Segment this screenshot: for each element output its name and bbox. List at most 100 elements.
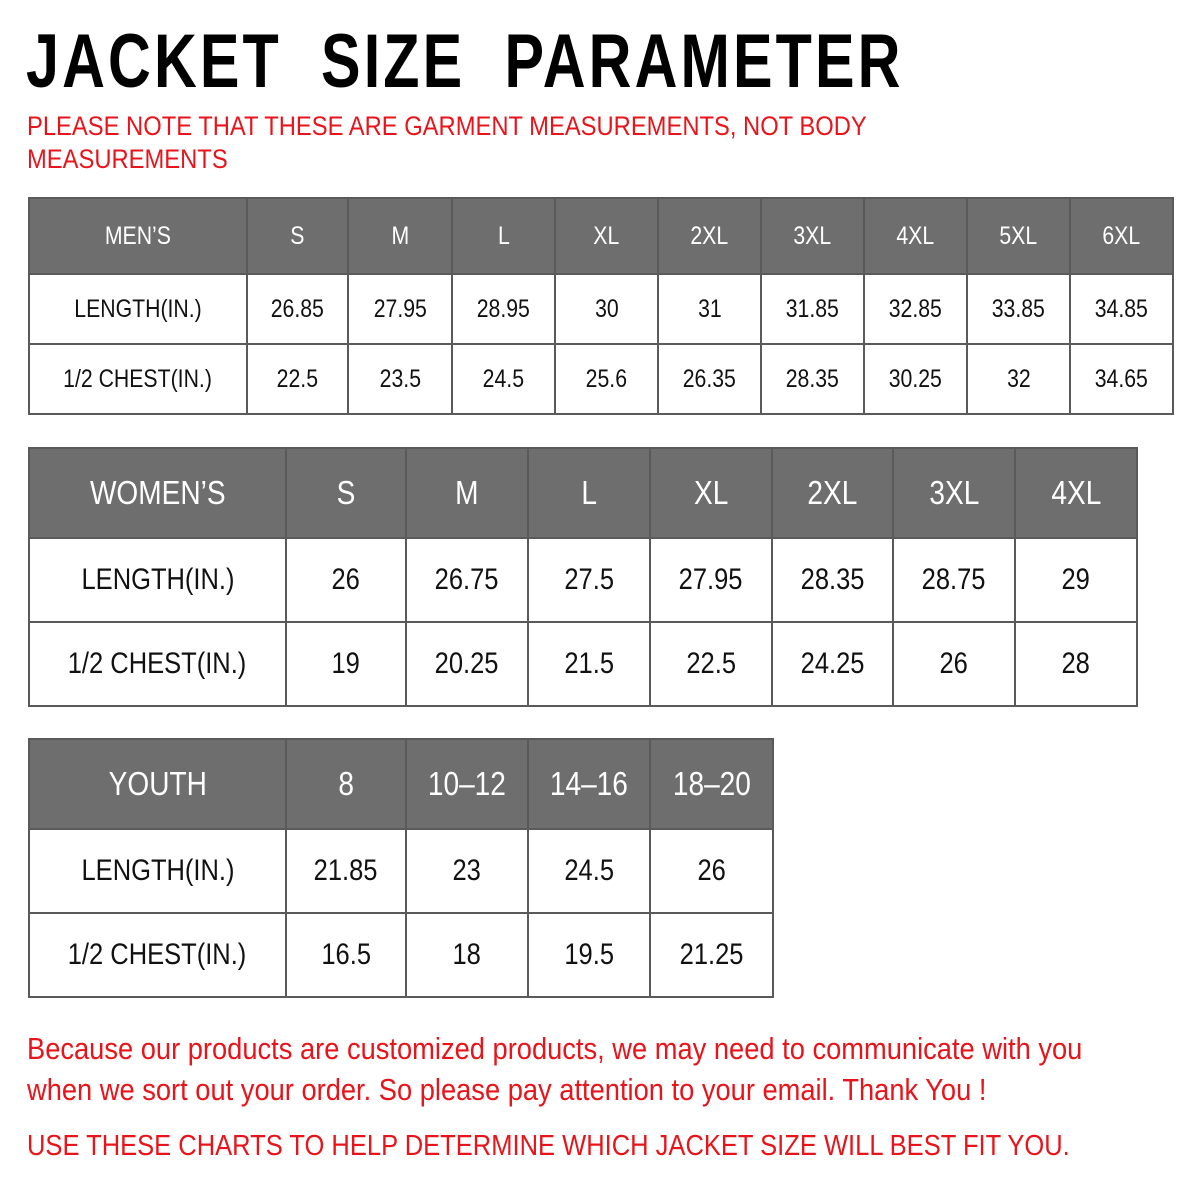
cell-text: 21.25 <box>679 938 744 971</box>
measurement-cell: 30 <box>554 273 659 345</box>
size-header: 4XL <box>863 197 968 275</box>
row-label: LENGTH(IN.) <box>28 537 287 623</box>
cell-text: 18–20 <box>672 765 751 802</box>
category-header: WOMEN’S <box>28 447 287 539</box>
row-label: LENGTH(IN.) <box>28 828 287 914</box>
cell-text: 6XL <box>1102 221 1141 250</box>
table-row: LENGTH(IN.) 26 26.75 27.5 27.95 28.35 28.75 29 <box>28 537 1138 623</box>
cell-text: 16.5 <box>321 938 371 971</box>
size-header: 8 <box>285 738 407 830</box>
cell-text: 8 <box>338 765 354 802</box>
size-header: 3XL <box>892 447 1016 539</box>
size-header: S <box>285 447 407 539</box>
cell-text: 18 <box>452 938 482 971</box>
cell-text: 4XL <box>1051 474 1101 511</box>
measurement-cell: 16.5 <box>285 912 407 998</box>
cell-text: 33.85 <box>991 294 1046 323</box>
header-row: MEN’S S M L XL 2XL 3XL 4XL 5XL 6XL <box>28 197 1174 275</box>
measurement-cell: 20.25 <box>405 621 529 707</box>
cell-text: 21.85 <box>314 854 378 887</box>
size-header: XL <box>649 447 773 539</box>
measurement-cell: 28.35 <box>771 537 894 623</box>
cell-text: 28.95 <box>476 294 531 323</box>
cell-text: 27.95 <box>679 563 743 596</box>
cell-text: 28.35 <box>800 563 865 596</box>
measurement-cell: 34.85 <box>1069 273 1174 345</box>
measurement-cell: 26.85 <box>246 273 349 345</box>
measurement-cell: 19 <box>285 621 407 707</box>
measurement-cell: 26 <box>285 537 407 623</box>
cell-text: 1/2 CHEST(IN.) <box>68 938 247 971</box>
cell-text: 26 <box>331 563 361 596</box>
cell-text: 27.5 <box>564 563 614 596</box>
measurement-cell: 27.5 <box>527 537 651 623</box>
cell-text: 14–16 <box>549 765 628 802</box>
cell-text: L <box>581 474 597 511</box>
size-header: 18–20 <box>649 738 774 830</box>
cell-text: 24.5 <box>482 364 525 393</box>
table-row: LENGTH(IN.) 26.85 27.95 28.95 30 31 31.85 32.85… <box>28 273 1174 345</box>
youth-size-table: YOUTH 8 10–12 14–16 18–20 LENGTH(IN.) 21.85 23 2… <box>28 738 774 998</box>
measurement-cell: 32.85 <box>863 273 968 345</box>
measurement-cell: 24.5 <box>451 343 556 415</box>
measurement-cell: 22.5 <box>246 343 349 415</box>
row-label: 1/2 CHEST(IN.) <box>28 343 248 415</box>
cell-text: 32.85 <box>888 294 943 323</box>
cell-text: 1/2 CHEST(IN.) <box>68 647 247 680</box>
measurement-cell: 24.25 <box>771 621 894 707</box>
measurement-cell: 27.95 <box>649 537 773 623</box>
size-header: XL <box>554 197 659 275</box>
cell-text: 23.5 <box>379 364 421 393</box>
category-header: MEN’S <box>28 197 248 275</box>
cell-text: 27.95 <box>373 294 427 323</box>
cell-text: 4XL <box>896 221 935 250</box>
cell-text: 30 <box>594 294 619 323</box>
row-label: 1/2 CHEST(IN.) <box>28 912 287 998</box>
measurement-cell: 28.35 <box>760 343 865 415</box>
cell-text: YOUTH <box>108 765 207 802</box>
measurement-cell: 29 <box>1014 537 1138 623</box>
cell-text: 29 <box>1061 563 1091 596</box>
cell-text: 3XL <box>793 221 832 250</box>
footer-note: USE THESE CHARTS TO HELP DETERMINE WHICH… <box>27 1130 1070 1162</box>
measurement-cell: 30.25 <box>863 343 968 415</box>
cell-text: 26 <box>939 647 969 680</box>
cell-text: WOMEN’S <box>89 474 226 511</box>
measurement-cell: 31 <box>657 273 762 345</box>
measurement-cell: 23 <box>405 828 529 914</box>
cell-text: XL <box>593 221 620 250</box>
measurement-cell: 31.85 <box>760 273 865 345</box>
cell-text: 25.6 <box>585 364 628 393</box>
measurement-cell: 21.5 <box>527 621 651 707</box>
cell-text: 31.85 <box>785 294 840 323</box>
measurement-cell: 27.95 <box>347 273 453 345</box>
size-header: 6XL <box>1069 197 1174 275</box>
measurement-note: PLEASE NOTE THAT THESE ARE GARMENT MEASU… <box>27 111 867 174</box>
customization-message: Because our products are customized prod… <box>27 1031 1083 1107</box>
cell-text: MEN’S <box>104 221 172 250</box>
measurement-cell: 18 <box>405 912 529 998</box>
womens-size-table: WOMEN’S S M L XL 2XL 3XL 4XL LENGTH(IN.) 26 26.75 2… <box>28 447 1138 707</box>
cell-text: 28.35 <box>785 364 840 393</box>
cell-text: L <box>497 221 510 250</box>
measurement-cell: 24.5 <box>527 828 651 914</box>
cell-text: 5XL <box>999 221 1038 250</box>
size-header: M <box>347 197 453 275</box>
measurement-cell: 23.5 <box>347 343 453 415</box>
row-label: LENGTH(IN.) <box>28 273 248 345</box>
cell-text: 22.5 <box>686 647 736 680</box>
cell-text: LENGTH(IN.) <box>81 563 234 596</box>
cell-text: 26 <box>697 854 726 887</box>
table-row: LENGTH(IN.) 21.85 23 24.5 26 <box>28 828 774 914</box>
measurement-cell: 32 <box>966 343 1071 415</box>
cell-text: 3XL <box>929 474 979 511</box>
cell-text: 2XL <box>690 221 729 250</box>
cell-text: 24.5 <box>564 854 614 887</box>
measurement-cell: 28 <box>1014 621 1138 707</box>
cell-text: 28.75 <box>922 563 986 596</box>
cell-text: M <box>455 474 479 511</box>
measurement-cell: 21.25 <box>649 912 774 998</box>
cell-text: 22.5 <box>276 364 319 393</box>
measurement-cell: 22.5 <box>649 621 773 707</box>
cell-text: 19.5 <box>564 938 614 971</box>
